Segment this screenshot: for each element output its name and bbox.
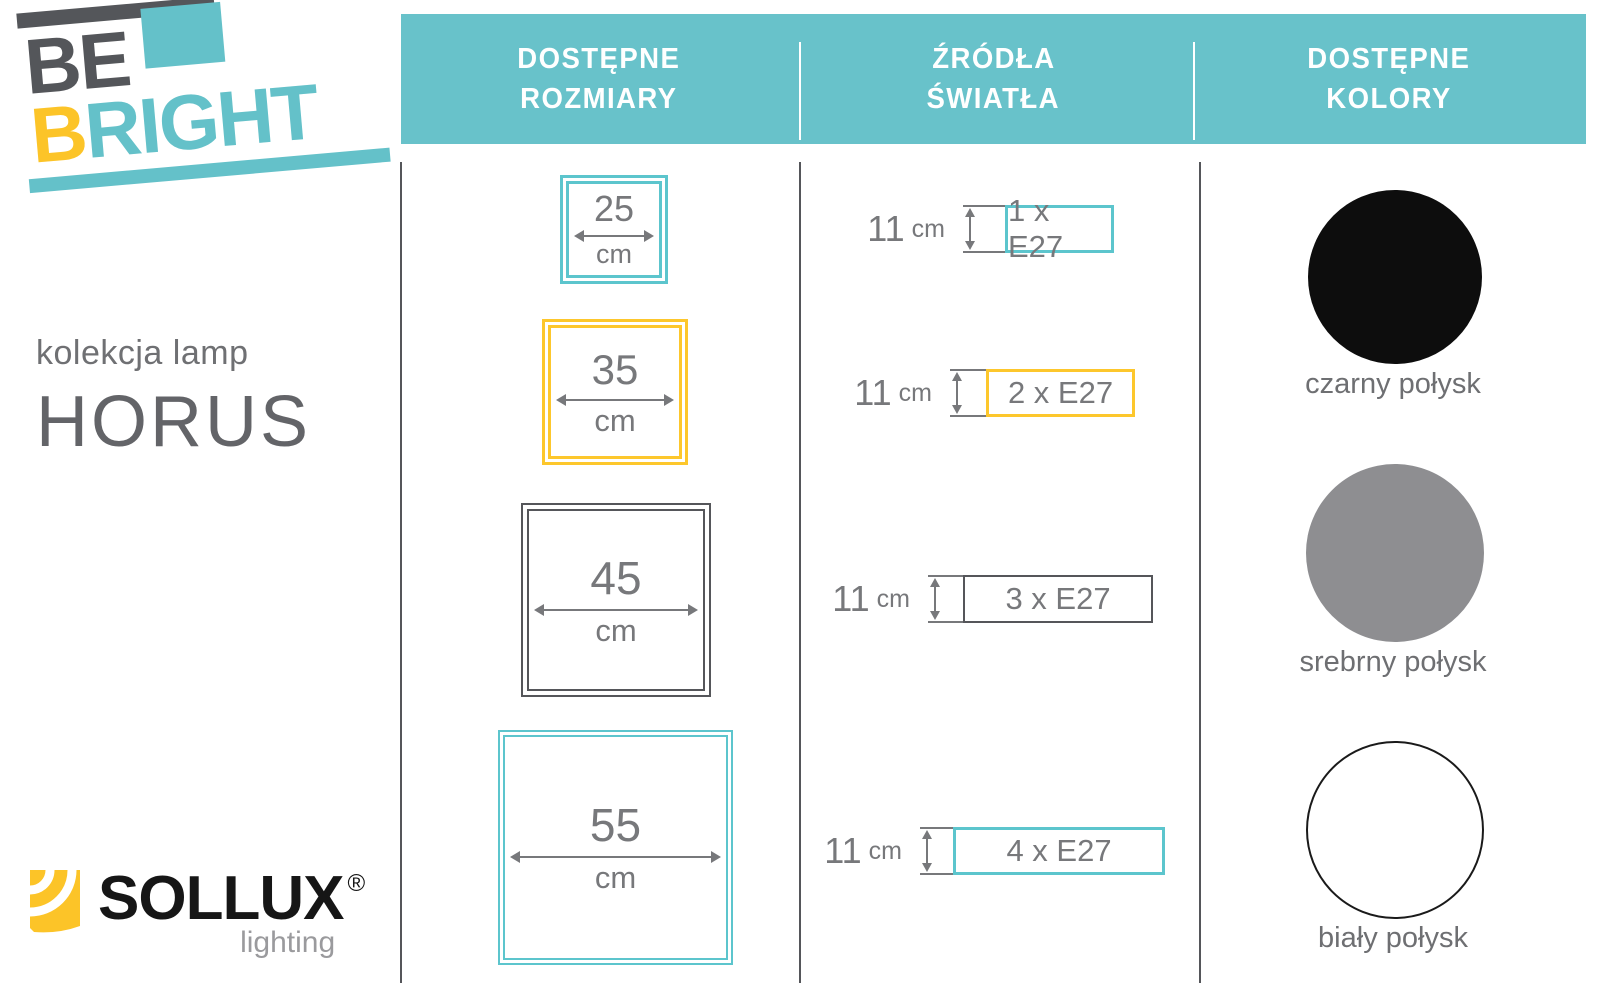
table-header: DOSTĘPNE ROZMIARY ŹRÓDŁA ŚWIATŁA DOSTĘPN…: [401, 14, 1586, 144]
color-label: czarny połysk: [1305, 368, 1481, 400]
logo-letter-b: B: [27, 86, 89, 180]
height-measure-bracket: [928, 575, 963, 623]
logo-word-right: RIGHT: [81, 66, 321, 175]
size-unit: cm: [595, 612, 637, 648]
size-unit: cm: [594, 402, 636, 438]
width-arrow-icon: [574, 230, 654, 242]
size-square-55: 55 cm: [498, 730, 733, 965]
light-source-row-3: 11 cm 3 x E27: [818, 575, 1153, 623]
height-measure-bracket: [920, 827, 953, 875]
column-divider: [799, 162, 801, 983]
header-divider: [799, 42, 801, 140]
size-unit: cm: [594, 860, 637, 895]
header-light-sources: ŹRÓDŁA ŚWIATŁA: [926, 43, 1061, 115]
fixture-height-label: 11 cm: [824, 830, 902, 871]
color-swatch-white: [1306, 741, 1484, 919]
collection-name: HORUS: [36, 382, 312, 462]
light-source-row-4: 11 cm 4 x E27: [810, 827, 1165, 875]
sollux-wordmark: SOLLUX: [98, 864, 344, 933]
width-arrow-icon: [510, 851, 721, 863]
column-divider: [1199, 162, 1201, 983]
sollux-light-icon: [28, 868, 80, 933]
fixture-height-label: 11 cm: [854, 372, 932, 413]
size-unit: cm: [596, 239, 632, 269]
size-value: 35: [591, 345, 639, 393]
width-arrow-icon: [534, 603, 698, 616]
collection-eyebrow: kolekcja lamp: [36, 334, 249, 372]
bulb-count-box: 1 x E27: [1005, 193, 1114, 264]
fixture-height-label: 11 cm: [832, 578, 910, 619]
sollux-logo: SOLLUX ® lighting: [28, 868, 365, 960]
fixture-height-label: 11 cm: [867, 208, 945, 249]
height-arrow-icon: [930, 578, 940, 620]
size-square-25: 25 cm: [560, 175, 668, 284]
height-arrow-icon: [965, 208, 975, 250]
size-value: 25: [593, 188, 635, 229]
height-arrow-icon: [922, 830, 932, 872]
height-measure-bracket: [950, 369, 986, 417]
header-colors: DOSTĘPNE KOLORY: [1307, 43, 1470, 115]
column-divider: [400, 162, 402, 983]
be-bright-logo: BE B RIGHT: [14, 0, 408, 194]
header-sizes: DOSTĘPNE ROZMIARY: [517, 43, 680, 115]
size-square-45: 45 cm: [521, 503, 711, 697]
size-value: 45: [590, 551, 642, 604]
color-swatch-black: [1308, 190, 1482, 364]
bulb-count-box: 2 x E27: [986, 369, 1135, 417]
light-source-row-1: 11 cm 1 x E27: [853, 193, 1114, 264]
height-measure-bracket: [963, 205, 1005, 253]
bulb-count-box: 3 x E27: [963, 575, 1153, 623]
color-label: biały połysk: [1318, 922, 1468, 954]
color-label: srebrny połysk: [1299, 646, 1487, 678]
size-value: 55: [589, 799, 642, 851]
color-swatch-silver: [1306, 464, 1484, 642]
height-arrow-icon: [952, 372, 962, 414]
sollux-subtitle: lighting: [240, 926, 336, 959]
registered-trademark-icon: ®: [347, 870, 366, 897]
logo-teal-block: [140, 1, 226, 69]
light-source-row-2: 11 cm 2 x E27: [840, 369, 1135, 417]
collection-title-block: kolekcja lamp HORUS: [36, 334, 311, 463]
size-square-35: 35 cm: [542, 319, 688, 465]
header-divider: [1193, 42, 1195, 140]
width-arrow-icon: [556, 393, 674, 406]
bulb-count-box: 4 x E27: [953, 827, 1165, 875]
